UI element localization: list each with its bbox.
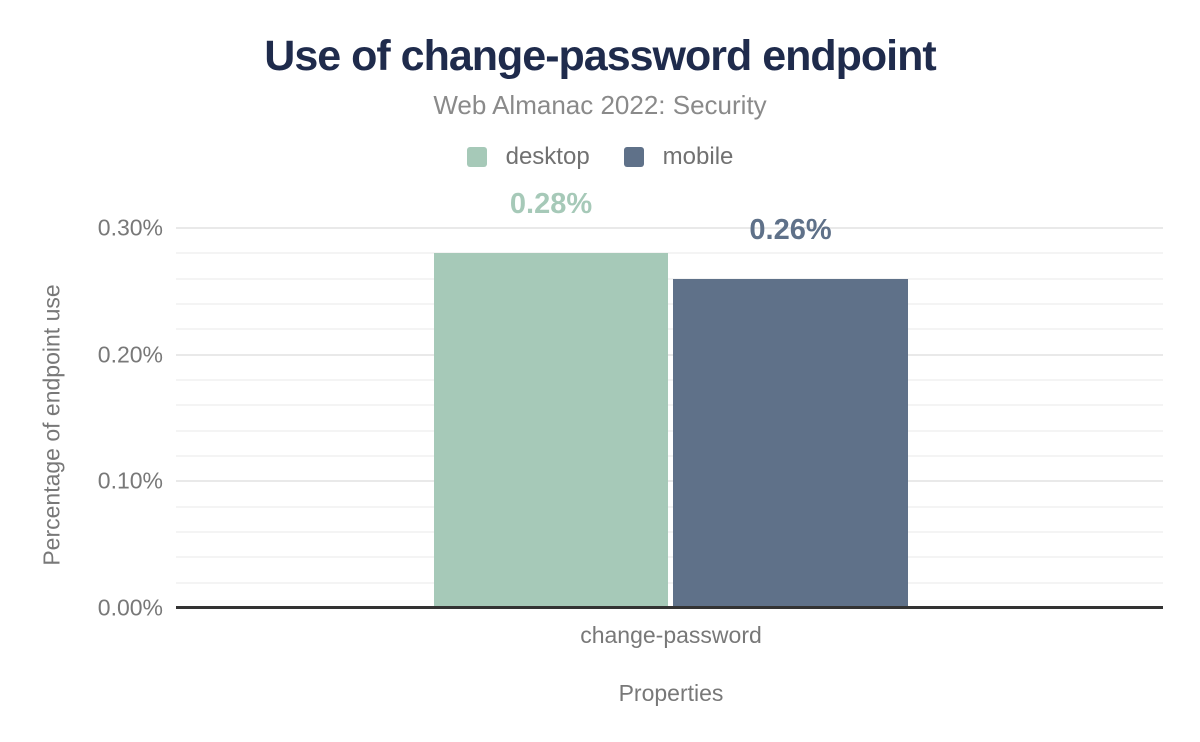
gridline-minor xyxy=(176,277,1163,280)
gridline-minor xyxy=(176,404,1163,407)
x-tick-label: change-password xyxy=(580,622,762,648)
gridline-minor xyxy=(176,379,1163,381)
gridline-minor xyxy=(176,505,1163,508)
gridline-major xyxy=(176,353,1163,356)
value-label-desktop: 0.28% xyxy=(509,188,593,221)
legend-label-desktop: desktop xyxy=(505,143,590,170)
bar-desktop xyxy=(434,253,668,608)
gridline-minor xyxy=(176,531,1163,533)
legend-swatch-mobile-icon xyxy=(623,147,644,167)
gridline-minor xyxy=(176,581,1163,584)
y-tick-label: 0.20% xyxy=(97,341,163,368)
value-label-mobile: 0.26% xyxy=(749,213,832,246)
legend-item-desktop: desktop xyxy=(466,143,590,171)
plot-area: 0.00% 0.10% 0.20% 0.30% 0.28% 0.26% change-p… xyxy=(98,188,1163,706)
legend-swatch-desktop-icon xyxy=(466,147,487,167)
gridline-major xyxy=(176,227,1163,229)
chart-subtitle: Web Almanac 2022: Security xyxy=(433,90,767,120)
legend-item-mobile: mobile xyxy=(623,143,734,171)
chart-title: Use of change-password endpoint xyxy=(264,32,936,80)
gridline-minor xyxy=(176,303,1163,305)
gridline-minor xyxy=(176,252,1163,255)
x-axis-title: Properties xyxy=(618,680,724,706)
y-tick-label: 0.00% xyxy=(97,594,163,621)
gridline-minor xyxy=(176,328,1163,331)
legend-label-mobile: mobile xyxy=(662,143,734,170)
legend: desktop mobile xyxy=(0,143,1200,171)
y-tick-label: 0.10% xyxy=(97,467,163,494)
gridline-minor xyxy=(176,429,1163,432)
bar-mobile xyxy=(673,278,908,608)
gridline-minor xyxy=(176,455,1163,457)
y-tick-label: 0.30% xyxy=(97,214,163,241)
x-axis-line xyxy=(176,606,1163,609)
gridline-major xyxy=(176,480,1163,483)
gridline-minor xyxy=(176,556,1163,559)
y-axis-title: Percentage of endpoint use xyxy=(38,284,65,566)
